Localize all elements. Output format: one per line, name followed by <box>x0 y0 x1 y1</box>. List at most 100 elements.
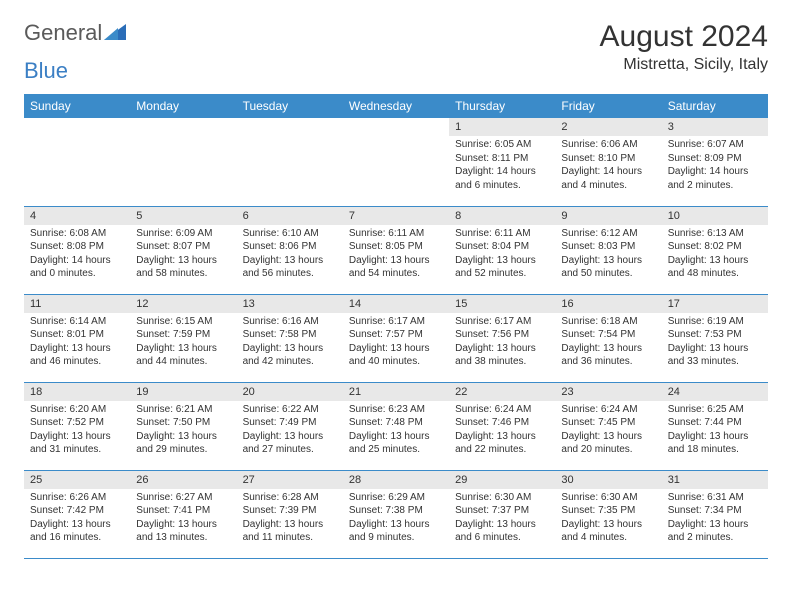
day-number: 3 <box>662 118 768 136</box>
calendar-cell: 4Sunrise: 6:08 AMSunset: 8:08 PMDaylight… <box>24 206 130 294</box>
day-detail: Sunrise: 6:07 AMSunset: 8:09 PMDaylight:… <box>662 136 768 196</box>
day-detail: Sunrise: 6:22 AMSunset: 7:49 PMDaylight:… <box>237 401 343 461</box>
day-detail: Sunrise: 6:27 AMSunset: 7:41 PMDaylight:… <box>130 489 236 549</box>
day-number: 22 <box>449 383 555 401</box>
calendar-cell: 17Sunrise: 6:19 AMSunset: 7:53 PMDayligh… <box>662 294 768 382</box>
day-detail: Sunrise: 6:15 AMSunset: 7:59 PMDaylight:… <box>130 313 236 373</box>
day-number: 29 <box>449 471 555 489</box>
day-number: 23 <box>555 383 661 401</box>
calendar-row: 11Sunrise: 6:14 AMSunset: 8:01 PMDayligh… <box>24 294 768 382</box>
calendar-cell: 18Sunrise: 6:20 AMSunset: 7:52 PMDayligh… <box>24 382 130 470</box>
calendar-cell: 12Sunrise: 6:15 AMSunset: 7:59 PMDayligh… <box>130 294 236 382</box>
day-number: 8 <box>449 207 555 225</box>
day-detail: Sunrise: 6:11 AMSunset: 8:04 PMDaylight:… <box>449 225 555 285</box>
day-number: 11 <box>24 295 130 313</box>
day-number: 4 <box>24 207 130 225</box>
day-detail: Sunrise: 6:30 AMSunset: 7:37 PMDaylight:… <box>449 489 555 549</box>
calendar-cell: 26Sunrise: 6:27 AMSunset: 7:41 PMDayligh… <box>130 470 236 558</box>
day-number: 12 <box>130 295 236 313</box>
day-number: 13 <box>237 295 343 313</box>
day-detail: Sunrise: 6:16 AMSunset: 7:58 PMDaylight:… <box>237 313 343 373</box>
day-header: Wednesday <box>343 94 449 118</box>
calendar-head: SundayMondayTuesdayWednesdayThursdayFrid… <box>24 94 768 118</box>
title-block: August 2024 Mistretta, Sicily, Italy <box>600 20 768 74</box>
calendar-cell: 15Sunrise: 6:17 AMSunset: 7:56 PMDayligh… <box>449 294 555 382</box>
calendar-cell: 5Sunrise: 6:09 AMSunset: 8:07 PMDaylight… <box>130 206 236 294</box>
day-number: 24 <box>662 383 768 401</box>
day-header: Thursday <box>449 94 555 118</box>
calendar-cell: 19Sunrise: 6:21 AMSunset: 7:50 PMDayligh… <box>130 382 236 470</box>
calendar-cell: 14Sunrise: 6:17 AMSunset: 7:57 PMDayligh… <box>343 294 449 382</box>
calendar-cell: 28Sunrise: 6:29 AMSunset: 7:38 PMDayligh… <box>343 470 449 558</box>
day-detail: Sunrise: 6:25 AMSunset: 7:44 PMDaylight:… <box>662 401 768 461</box>
calendar-cell: 10Sunrise: 6:13 AMSunset: 8:02 PMDayligh… <box>662 206 768 294</box>
calendar-row: 4Sunrise: 6:08 AMSunset: 8:08 PMDaylight… <box>24 206 768 294</box>
day-detail: Sunrise: 6:24 AMSunset: 7:46 PMDaylight:… <box>449 401 555 461</box>
logo: General <box>24 20 128 46</box>
day-detail: Sunrise: 6:24 AMSunset: 7:45 PMDaylight:… <box>555 401 661 461</box>
day-number: 18 <box>24 383 130 401</box>
calendar-cell: 6Sunrise: 6:10 AMSunset: 8:06 PMDaylight… <box>237 206 343 294</box>
calendar-cell: 31Sunrise: 6:31 AMSunset: 7:34 PMDayligh… <box>662 470 768 558</box>
day-detail: Sunrise: 6:17 AMSunset: 7:57 PMDaylight:… <box>343 313 449 373</box>
calendar-cell <box>237 118 343 206</box>
day-detail: Sunrise: 6:26 AMSunset: 7:42 PMDaylight:… <box>24 489 130 549</box>
day-number: 25 <box>24 471 130 489</box>
day-detail: Sunrise: 6:11 AMSunset: 8:05 PMDaylight:… <box>343 225 449 285</box>
day-number: 27 <box>237 471 343 489</box>
calendar-cell: 16Sunrise: 6:18 AMSunset: 7:54 PMDayligh… <box>555 294 661 382</box>
day-number: 20 <box>237 383 343 401</box>
day-detail: Sunrise: 6:19 AMSunset: 7:53 PMDaylight:… <box>662 313 768 373</box>
day-header: Monday <box>130 94 236 118</box>
day-detail: Sunrise: 6:06 AMSunset: 8:10 PMDaylight:… <box>555 136 661 196</box>
calendar-row: 25Sunrise: 6:26 AMSunset: 7:42 PMDayligh… <box>24 470 768 558</box>
day-detail: Sunrise: 6:31 AMSunset: 7:34 PMDaylight:… <box>662 489 768 549</box>
day-detail: Sunrise: 6:20 AMSunset: 7:52 PMDaylight:… <box>24 401 130 461</box>
calendar-cell: 9Sunrise: 6:12 AMSunset: 8:03 PMDaylight… <box>555 206 661 294</box>
day-detail: Sunrise: 6:05 AMSunset: 8:11 PMDaylight:… <box>449 136 555 196</box>
calendar-cell: 30Sunrise: 6:30 AMSunset: 7:35 PMDayligh… <box>555 470 661 558</box>
day-header: Sunday <box>24 94 130 118</box>
day-detail: Sunrise: 6:30 AMSunset: 7:35 PMDaylight:… <box>555 489 661 549</box>
day-number: 9 <box>555 207 661 225</box>
logo-triangle-icon <box>104 22 126 45</box>
day-detail: Sunrise: 6:18 AMSunset: 7:54 PMDaylight:… <box>555 313 661 373</box>
logo-text-blue: Blue <box>24 58 68 84</box>
day-number: 1 <box>449 118 555 136</box>
day-header: Friday <box>555 94 661 118</box>
day-number: 31 <box>662 471 768 489</box>
day-detail: Sunrise: 6:12 AMSunset: 8:03 PMDaylight:… <box>555 225 661 285</box>
calendar-cell: 29Sunrise: 6:30 AMSunset: 7:37 PMDayligh… <box>449 470 555 558</box>
calendar-cell: 20Sunrise: 6:22 AMSunset: 7:49 PMDayligh… <box>237 382 343 470</box>
day-detail: Sunrise: 6:23 AMSunset: 7:48 PMDaylight:… <box>343 401 449 461</box>
day-number: 15 <box>449 295 555 313</box>
logo-text-general: General <box>24 20 102 46</box>
calendar-cell: 7Sunrise: 6:11 AMSunset: 8:05 PMDaylight… <box>343 206 449 294</box>
day-detail: Sunrise: 6:08 AMSunset: 8:08 PMDaylight:… <box>24 225 130 285</box>
calendar-cell: 11Sunrise: 6:14 AMSunset: 8:01 PMDayligh… <box>24 294 130 382</box>
day-number: 28 <box>343 471 449 489</box>
day-number: 17 <box>662 295 768 313</box>
calendar-row: 18Sunrise: 6:20 AMSunset: 7:52 PMDayligh… <box>24 382 768 470</box>
day-number: 2 <box>555 118 661 136</box>
calendar-cell: 1Sunrise: 6:05 AMSunset: 8:11 PMDaylight… <box>449 118 555 206</box>
calendar-table: SundayMondayTuesdayWednesdayThursdayFrid… <box>24 94 768 559</box>
day-detail: Sunrise: 6:17 AMSunset: 7:56 PMDaylight:… <box>449 313 555 373</box>
calendar-cell: 2Sunrise: 6:06 AMSunset: 8:10 PMDaylight… <box>555 118 661 206</box>
calendar-body: 1Sunrise: 6:05 AMSunset: 8:11 PMDaylight… <box>24 118 768 558</box>
day-number: 10 <box>662 207 768 225</box>
day-detail: Sunrise: 6:28 AMSunset: 7:39 PMDaylight:… <box>237 489 343 549</box>
day-detail: Sunrise: 6:21 AMSunset: 7:50 PMDaylight:… <box>130 401 236 461</box>
day-number: 6 <box>237 207 343 225</box>
calendar-cell: 8Sunrise: 6:11 AMSunset: 8:04 PMDaylight… <box>449 206 555 294</box>
day-number: 26 <box>130 471 236 489</box>
calendar-cell <box>24 118 130 206</box>
day-detail: Sunrise: 6:09 AMSunset: 8:07 PMDaylight:… <box>130 225 236 285</box>
calendar-cell: 24Sunrise: 6:25 AMSunset: 7:44 PMDayligh… <box>662 382 768 470</box>
calendar-cell: 21Sunrise: 6:23 AMSunset: 7:48 PMDayligh… <box>343 382 449 470</box>
calendar-cell: 13Sunrise: 6:16 AMSunset: 7:58 PMDayligh… <box>237 294 343 382</box>
day-detail: Sunrise: 6:13 AMSunset: 8:02 PMDaylight:… <box>662 225 768 285</box>
calendar-cell: 3Sunrise: 6:07 AMSunset: 8:09 PMDaylight… <box>662 118 768 206</box>
calendar-cell <box>343 118 449 206</box>
day-number: 14 <box>343 295 449 313</box>
